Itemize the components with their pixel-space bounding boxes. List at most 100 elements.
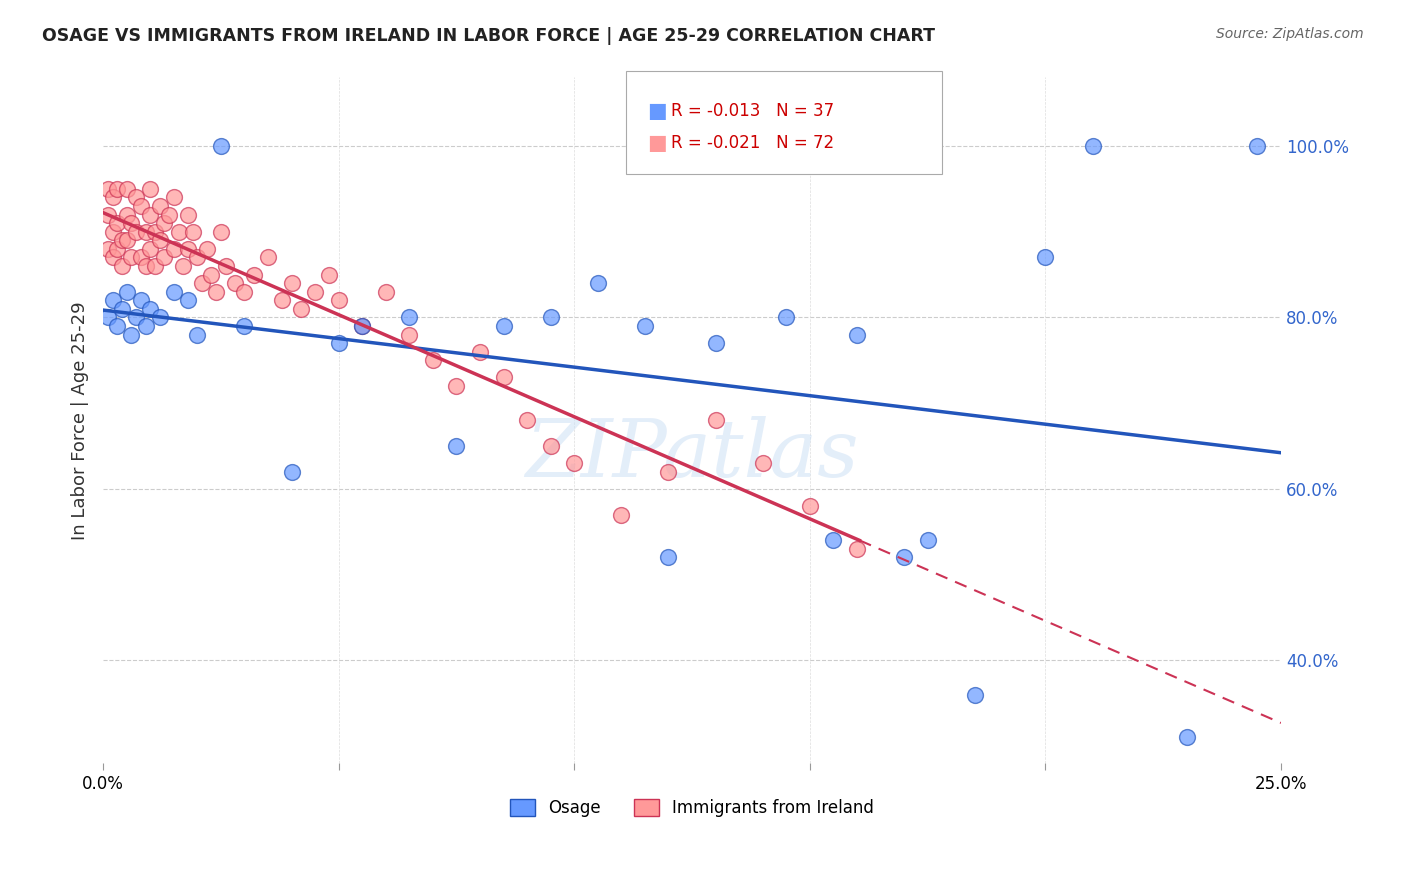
Point <box>101 293 124 308</box>
Point <box>398 310 420 325</box>
Point <box>177 242 200 256</box>
Point <box>186 251 208 265</box>
Point <box>352 318 374 333</box>
Text: R = -0.021   N = 72: R = -0.021 N = 72 <box>671 134 834 152</box>
Point <box>823 533 845 548</box>
Point <box>125 190 148 204</box>
Text: Source: ZipAtlas.com: Source: ZipAtlas.com <box>1216 27 1364 41</box>
Point <box>280 276 302 290</box>
Point <box>893 550 915 565</box>
Point <box>115 285 138 299</box>
Point <box>149 199 172 213</box>
Point <box>101 190 124 204</box>
Text: ZIPatlas: ZIPatlas <box>526 416 859 493</box>
Point <box>492 370 515 384</box>
Point <box>125 225 148 239</box>
Point <box>775 310 797 325</box>
Text: OSAGE VS IMMIGRANTS FROM IRELAND IN LABOR FORCE | AGE 25-29 CORRELATION CHART: OSAGE VS IMMIGRANTS FROM IRELAND IN LABO… <box>42 27 935 45</box>
Point <box>1081 139 1104 153</box>
Point <box>163 285 186 299</box>
Point <box>139 242 162 256</box>
Point <box>352 318 374 333</box>
Point <box>125 310 148 325</box>
Point <box>540 439 562 453</box>
Text: ■: ■ <box>647 133 666 153</box>
Point <box>135 259 157 273</box>
Point <box>143 259 166 273</box>
Point <box>105 216 128 230</box>
Point <box>195 242 218 256</box>
Point <box>398 327 420 342</box>
Point <box>845 327 868 342</box>
Text: ■: ■ <box>647 102 666 121</box>
Point <box>153 251 176 265</box>
Point <box>304 285 326 299</box>
Y-axis label: In Labor Force | Age 25-29: In Labor Force | Age 25-29 <box>72 301 89 540</box>
Point <box>120 327 142 342</box>
Point <box>135 318 157 333</box>
Point <box>799 499 821 513</box>
Point <box>917 533 939 548</box>
Point <box>540 310 562 325</box>
Point <box>657 465 679 479</box>
Point <box>1175 731 1198 745</box>
Point <box>657 550 679 565</box>
Point <box>149 310 172 325</box>
Point <box>422 353 444 368</box>
Point <box>97 182 120 196</box>
Legend: Osage, Immigrants from Ireland: Osage, Immigrants from Ireland <box>503 792 882 823</box>
Point <box>172 259 194 273</box>
Point <box>129 251 152 265</box>
Point <box>157 208 180 222</box>
Point <box>97 208 120 222</box>
Point <box>177 208 200 222</box>
Point <box>139 182 162 196</box>
Point <box>153 216 176 230</box>
Point <box>243 268 266 282</box>
Point <box>845 541 868 556</box>
Point <box>111 259 134 273</box>
Point <box>120 251 142 265</box>
Point <box>704 413 727 427</box>
Point <box>97 310 120 325</box>
Point <box>271 293 294 308</box>
Point <box>374 285 396 299</box>
Point <box>586 276 609 290</box>
Point <box>516 413 538 427</box>
Point <box>177 293 200 308</box>
Point <box>446 379 468 393</box>
Point <box>101 251 124 265</box>
Point <box>191 276 214 290</box>
Point <box>129 199 152 213</box>
Point <box>963 688 986 702</box>
Point <box>105 182 128 196</box>
Point <box>163 190 186 204</box>
Point <box>186 327 208 342</box>
Point <box>115 233 138 247</box>
Point <box>562 456 585 470</box>
Point <box>1246 139 1268 153</box>
Point <box>129 293 152 308</box>
Point <box>135 225 157 239</box>
Point <box>105 318 128 333</box>
Point <box>328 293 350 308</box>
Point <box>751 456 773 470</box>
Point <box>233 318 256 333</box>
Point <box>318 268 340 282</box>
Point <box>446 439 468 453</box>
Point <box>704 336 727 351</box>
Point <box>200 268 222 282</box>
Point <box>209 139 232 153</box>
Point <box>163 242 186 256</box>
Point <box>139 208 162 222</box>
Point <box>115 208 138 222</box>
Point <box>610 508 633 522</box>
Point <box>290 301 312 316</box>
Point <box>101 225 124 239</box>
Point <box>115 182 138 196</box>
Point <box>233 285 256 299</box>
Point <box>205 285 228 299</box>
Point <box>492 318 515 333</box>
Point <box>120 216 142 230</box>
Point <box>224 276 246 290</box>
